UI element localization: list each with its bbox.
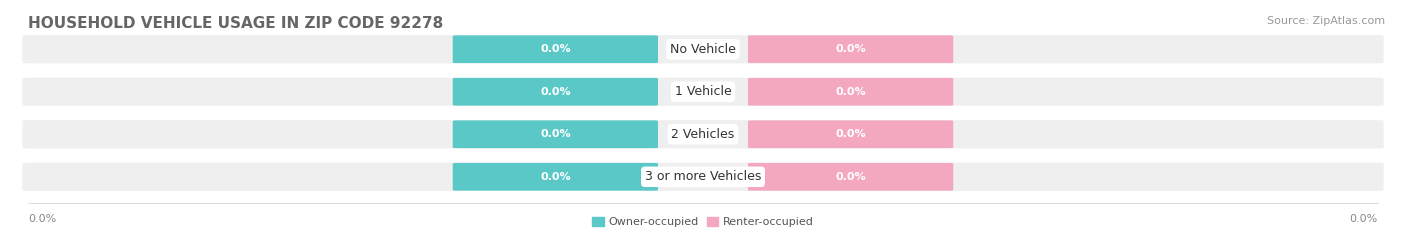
FancyBboxPatch shape	[748, 163, 953, 191]
Text: 3 or more Vehicles: 3 or more Vehicles	[645, 170, 761, 183]
Text: 0.0%: 0.0%	[540, 129, 571, 139]
FancyBboxPatch shape	[453, 120, 658, 148]
Text: 0.0%: 0.0%	[1350, 214, 1378, 224]
Text: 0.0%: 0.0%	[835, 129, 866, 139]
Text: 0.0%: 0.0%	[540, 172, 571, 182]
Text: 1 Vehicle: 1 Vehicle	[675, 85, 731, 98]
Text: 0.0%: 0.0%	[835, 172, 866, 182]
Legend: Owner-occupied, Renter-occupied: Owner-occupied, Renter-occupied	[592, 217, 814, 227]
FancyBboxPatch shape	[748, 120, 953, 148]
FancyBboxPatch shape	[22, 120, 1384, 148]
FancyBboxPatch shape	[453, 163, 658, 191]
FancyBboxPatch shape	[22, 163, 1384, 191]
Text: No Vehicle: No Vehicle	[671, 43, 735, 56]
Text: 0.0%: 0.0%	[28, 214, 56, 224]
Text: Source: ZipAtlas.com: Source: ZipAtlas.com	[1267, 16, 1385, 26]
Text: 0.0%: 0.0%	[835, 87, 866, 97]
Text: 2 Vehicles: 2 Vehicles	[672, 128, 734, 141]
FancyBboxPatch shape	[22, 78, 1384, 106]
FancyBboxPatch shape	[453, 78, 658, 106]
FancyBboxPatch shape	[748, 35, 953, 63]
Text: 0.0%: 0.0%	[540, 44, 571, 54]
Text: HOUSEHOLD VEHICLE USAGE IN ZIP CODE 92278: HOUSEHOLD VEHICLE USAGE IN ZIP CODE 9227…	[28, 16, 443, 31]
FancyBboxPatch shape	[453, 35, 658, 63]
Text: 0.0%: 0.0%	[835, 44, 866, 54]
FancyBboxPatch shape	[748, 78, 953, 106]
FancyBboxPatch shape	[22, 35, 1384, 63]
Text: 0.0%: 0.0%	[540, 87, 571, 97]
